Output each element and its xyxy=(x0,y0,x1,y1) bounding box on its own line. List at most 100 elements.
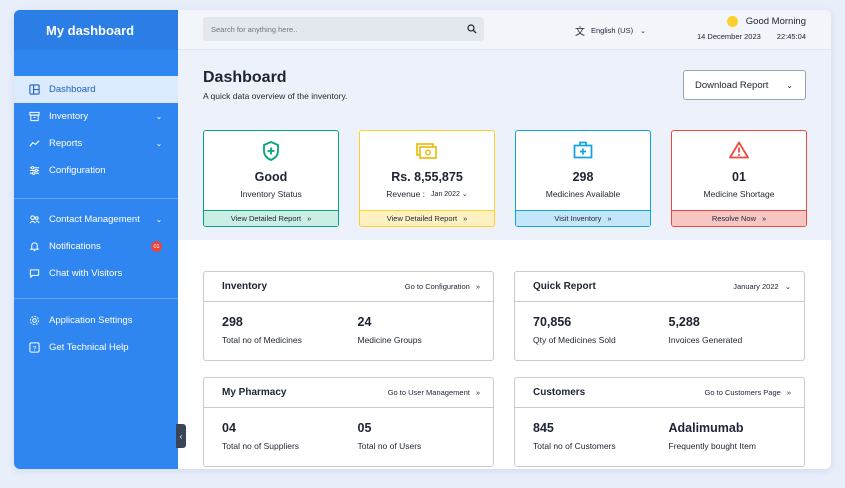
quick-report-panel: Quick Report January 2022 ⌄ 70,856 Qty of … xyxy=(514,271,805,361)
my-pharmacy-panel: My Pharmacy Go to User Management » 04 Tot… xyxy=(203,377,494,467)
chevron-down-icon: ⌄ xyxy=(640,27,646,35)
brand-title: My dashboard xyxy=(14,10,178,50)
double-chevron-right-icon: » xyxy=(307,214,312,223)
chevron-down-icon: ⌄ xyxy=(155,215,163,224)
stat-label: Inventory Status xyxy=(240,189,302,199)
double-chevron-right-icon: » xyxy=(607,214,612,223)
sidebar-nav-settings: Application Settings ? Get Technical Hel… xyxy=(14,307,178,361)
warning-icon xyxy=(729,141,749,159)
metric-label: Total no of Customers xyxy=(533,441,616,451)
sidebar-item-technical-help[interactable]: ? Get Technical Help xyxy=(14,334,178,361)
metric-value: 70,856 xyxy=(533,315,572,329)
double-chevron-right-icon: » xyxy=(786,388,791,397)
top-bar: 文 English (US) ⌄ Good Morning 14 Decembe… xyxy=(178,10,831,50)
stat-card-revenue: Rs. 8,55,875 Revenue : Jan 2022 ⌄ View D… xyxy=(359,130,495,227)
overview-section: Dashboard A quick data overview of the i… xyxy=(178,50,831,240)
download-report-button[interactable]: Download Report ⌄ xyxy=(683,70,806,100)
sidebar-item-application-settings[interactable]: Application Settings xyxy=(14,307,178,334)
chevron-down-icon: ⌄ xyxy=(784,282,791,291)
bell-icon xyxy=(28,241,40,253)
panel-title: Quick Report xyxy=(533,281,596,292)
metric-label: Medicine Groups xyxy=(357,335,422,345)
main-content: Dashboard A quick data overview of the i… xyxy=(178,50,831,469)
panel-link-label: Go to Configuration xyxy=(404,282,470,291)
stat-label: Medicines Available xyxy=(545,189,621,199)
panel-title: My Pharmacy xyxy=(222,387,287,398)
metric-label: Total no of Users xyxy=(357,441,422,451)
sidebar-item-dashboard[interactable]: Dashboard xyxy=(14,76,178,103)
sidebar-item-contact-management[interactable]: Contact Management ⌄ xyxy=(14,206,178,233)
customers-panel: Customers Go to Customers Page » 845 Total… xyxy=(514,377,805,467)
go-to-configuration-link[interactable]: Go to Configuration » xyxy=(405,282,480,291)
inventory-panel: Inventory Go to Configuration » 298 Total … xyxy=(203,271,494,361)
double-chevron-right-icon: » xyxy=(463,214,468,223)
double-chevron-right-icon: » xyxy=(475,388,480,397)
double-chevron-right-icon: » xyxy=(475,282,480,291)
sidebar-item-label: Inventory xyxy=(49,111,89,122)
inventory-icon xyxy=(28,111,40,123)
metric-value: Adalimumab xyxy=(668,421,744,435)
metric-label: Frequently bought Item xyxy=(668,441,756,451)
chevron-down-icon: ⌄ xyxy=(461,191,468,198)
stat-value: Rs. 8,55,875 xyxy=(391,170,463,184)
app-window: My dashboard Dashboard Inventory ⌄ Repor… xyxy=(14,10,831,469)
sidebar-item-label: Configuration xyxy=(49,165,106,176)
stat-card-inventory-status: Good Inventory Status View Detailed Repo… xyxy=(203,130,339,227)
money-icon xyxy=(416,143,437,159)
report-month-value: January 2022 xyxy=(733,282,779,291)
dashboard-icon xyxy=(28,84,40,96)
panel-title: Inventory xyxy=(222,281,268,292)
current-date: 14 December 2023 xyxy=(697,32,761,41)
sidebar-item-label: Contact Management xyxy=(49,214,140,225)
sidebar-divider xyxy=(14,298,178,299)
stat-card-medicine-shortage: 01 Medicine Shortage Resolve Now » xyxy=(671,130,807,227)
revenue-period-select[interactable]: Jan 2022 ⌄ xyxy=(431,190,468,198)
page-title: Dashboard xyxy=(203,69,287,86)
metric-label: Total no of Suppliers xyxy=(222,441,300,451)
stat-value: 298 xyxy=(572,170,594,184)
greeting-block: Good Morning 14 December 2023 22:45:04 xyxy=(697,16,806,41)
sidebar-item-label: Get Technical Help xyxy=(49,342,129,353)
sidebar-item-chat[interactable]: Chat with Visitors xyxy=(14,260,178,287)
search-icon[interactable] xyxy=(460,24,484,34)
language-label: English (US) xyxy=(591,26,634,35)
sidebar-item-reports[interactable]: Reports ⌄ xyxy=(14,130,178,157)
stat-action-label: View Detailed Report xyxy=(386,214,458,223)
help-icon: ? xyxy=(28,342,40,354)
language-selector[interactable]: 文 English (US) ⌄ xyxy=(575,23,646,38)
metric-value: 5,288 xyxy=(668,315,700,329)
sidebar-item-configuration[interactable]: Configuration xyxy=(14,157,178,184)
sidebar-collapse-handle[interactable]: ‹ xyxy=(176,424,186,448)
metric-value: 298 xyxy=(222,315,243,329)
sidebar-item-label: Chat with Visitors xyxy=(49,268,123,279)
sidebar-item-notifications[interactable]: Notifications 01 xyxy=(14,233,178,260)
chat-icon xyxy=(28,268,40,280)
sidebar-nav-contact: Contact Management ⌄ Notifications 01 Ch… xyxy=(14,206,178,287)
shield-plus-icon xyxy=(263,141,279,161)
stat-action-label: View Detailed Report xyxy=(230,214,302,223)
metric-label: Total no of Medicines xyxy=(222,335,302,345)
chevron-down-icon: ⌄ xyxy=(786,80,793,90)
page-subtitle: A quick data overview of the inventory. xyxy=(203,91,348,101)
metric-value: 845 xyxy=(533,421,554,435)
sliders-icon xyxy=(28,165,40,177)
go-to-customers-page-link[interactable]: Go to Customers Page » xyxy=(705,388,791,397)
view-detailed-report-link[interactable]: View Detailed Report » xyxy=(204,210,338,226)
metric-label: Invoices Generated xyxy=(668,335,743,345)
sidebar-divider xyxy=(14,198,178,199)
sun-icon xyxy=(726,16,738,27)
sidebar-nav-main: Dashboard Inventory ⌄ Reports ⌄ Configur… xyxy=(14,76,178,184)
visit-inventory-link[interactable]: Visit Inventory » xyxy=(516,210,650,226)
sidebar-item-inventory[interactable]: Inventory ⌄ xyxy=(14,103,178,130)
panel-link-label: Go to Customers Page xyxy=(704,388,781,397)
report-month-select[interactable]: January 2022 ⌄ xyxy=(733,282,791,291)
resolve-now-link[interactable]: Resolve Now » xyxy=(672,210,806,226)
view-detailed-report-link[interactable]: View Detailed Report » xyxy=(360,210,494,226)
search-input[interactable] xyxy=(211,24,460,34)
go-to-user-management-link[interactable]: Go to User Management » xyxy=(388,388,480,397)
metric-value: 24 xyxy=(357,315,372,329)
reports-icon xyxy=(28,138,40,150)
download-report-label: Download Report xyxy=(695,79,769,91)
translate-icon: 文 xyxy=(575,27,585,38)
users-icon xyxy=(28,214,40,226)
